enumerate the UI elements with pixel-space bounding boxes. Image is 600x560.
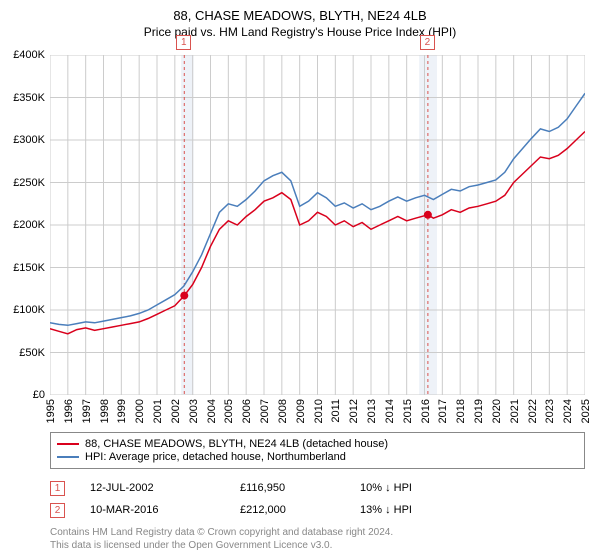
legend-swatch-2 <box>57 456 79 458</box>
x-axis-label: 2011 <box>330 399 342 423</box>
y-axis-label: £150K <box>0 262 45 274</box>
x-axis-label: 2013 <box>366 399 378 423</box>
x-axis-label: 1996 <box>63 399 75 423</box>
chart-marker-1: 1 <box>176 35 191 50</box>
x-axis-label: 2012 <box>348 399 360 423</box>
y-axis-label: £200K <box>0 219 45 231</box>
table-date: 12-JUL-2002 <box>90 482 240 494</box>
x-axis-label: 2015 <box>402 399 414 423</box>
x-axis-label: 2023 <box>544 399 556 423</box>
x-axis-label: 2010 <box>313 399 325 423</box>
table-row: 1 12-JUL-2002 £116,950 10% ↓ HPI <box>50 477 585 499</box>
x-axis-label: 2000 <box>134 399 146 423</box>
y-axis-label: £100K <box>0 304 45 316</box>
x-axis-label: 2016 <box>420 399 432 423</box>
line-chart <box>50 55 585 395</box>
legend-label-1: 88, CHASE MEADOWS, BLYTH, NE24 4LB (deta… <box>85 438 388 450</box>
x-axis-label: 2017 <box>437 399 449 423</box>
legend-item-2: HPI: Average price, detached house, Nort… <box>57 451 578 463</box>
y-axis-label: £250K <box>0 177 45 189</box>
title-address: 88, CHASE MEADOWS, BLYTH, NE24 4LB <box>0 8 600 23</box>
legend: 88, CHASE MEADOWS, BLYTH, NE24 4LB (deta… <box>50 432 585 469</box>
table-price: £116,950 <box>240 482 360 494</box>
chart-marker-2: 2 <box>420 35 435 50</box>
x-axis-label: 2008 <box>277 399 289 423</box>
footer-attribution: Contains HM Land Registry data © Crown c… <box>50 526 585 552</box>
footer-line-2: This data is licensed under the Open Gov… <box>50 539 585 552</box>
x-axis-label: 2018 <box>455 399 467 423</box>
x-axis-label: 2014 <box>384 399 396 423</box>
x-axis-label: 2009 <box>295 399 307 423</box>
table-price: £212,000 <box>240 504 360 516</box>
x-axis-label: 2004 <box>206 399 218 423</box>
x-axis-label: 1998 <box>99 399 111 423</box>
x-axis-label: 2001 <box>152 399 164 423</box>
table-hpi: 10% ↓ HPI <box>360 482 480 494</box>
y-axis-label: £350K <box>0 92 45 104</box>
y-axis-label: £0 <box>0 389 45 401</box>
chart-area: £0£50K£100K£150K£200K£250K£300K£350K£400… <box>50 55 585 395</box>
y-axis-label: £300K <box>0 134 45 146</box>
table-row: 2 10-MAR-2016 £212,000 13% ↓ HPI <box>50 499 585 521</box>
x-axis-label: 2024 <box>562 399 574 423</box>
legend-label-2: HPI: Average price, detached house, Nort… <box>85 451 346 463</box>
x-axis-label: 1995 <box>45 399 57 423</box>
page-root: 88, CHASE MEADOWS, BLYTH, NE24 4LB Price… <box>0 0 600 560</box>
title-block: 88, CHASE MEADOWS, BLYTH, NE24 4LB Price… <box>0 0 600 39</box>
footer-line-1: Contains HM Land Registry data © Crown c… <box>50 526 585 539</box>
legend-item-1: 88, CHASE MEADOWS, BLYTH, NE24 4LB (deta… <box>57 438 578 450</box>
x-axis-label: 1997 <box>81 399 93 423</box>
x-axis-label: 2002 <box>170 399 182 423</box>
x-axis-label: 1999 <box>116 399 128 423</box>
x-axis-label: 2025 <box>580 399 592 423</box>
table-hpi: 13% ↓ HPI <box>360 504 480 516</box>
x-axis-label: 2007 <box>259 399 271 423</box>
sales-table: 1 12-JUL-2002 £116,950 10% ↓ HPI 2 10-MA… <box>50 477 585 521</box>
x-axis-label: 2022 <box>527 399 539 423</box>
x-axis-label: 2006 <box>241 399 253 423</box>
x-axis-label: 2020 <box>491 399 503 423</box>
x-axis-label: 2003 <box>188 399 200 423</box>
x-axis-label: 2019 <box>473 399 485 423</box>
table-marker-1: 1 <box>50 481 65 496</box>
legend-swatch-1 <box>57 443 79 445</box>
title-subtitle: Price paid vs. HM Land Registry's House … <box>0 25 600 39</box>
table-marker-2: 2 <box>50 503 65 518</box>
y-axis-label: £50K <box>0 347 45 359</box>
x-axis-label: 2005 <box>223 399 235 423</box>
table-date: 10-MAR-2016 <box>90 504 240 516</box>
y-axis-label: £400K <box>0 49 45 61</box>
x-axis-label: 2021 <box>509 399 521 423</box>
